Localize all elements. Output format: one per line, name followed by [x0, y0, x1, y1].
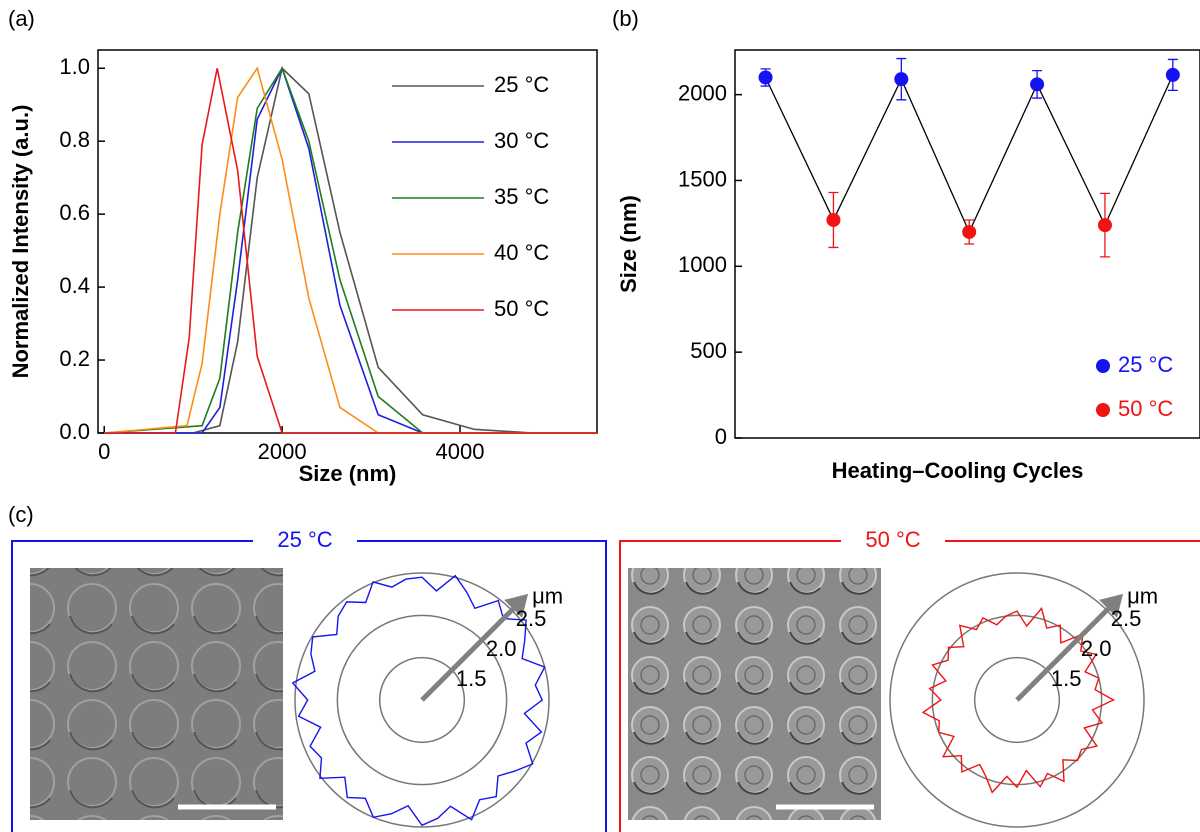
y-tick-label: 2000 [678, 80, 727, 105]
micrograph [628, 568, 881, 820]
panel-label: (b) [612, 6, 639, 31]
y-tick-label: 0.8 [59, 127, 90, 152]
ring-label: 1.5 [1051, 666, 1082, 691]
y-tick-label: 500 [690, 338, 727, 363]
legend-label: 35 °C [494, 184, 549, 209]
ring-label: 2.5 [516, 606, 547, 631]
connector [764, 77, 835, 221]
y-tick-label: 0.2 [59, 346, 90, 371]
radial-profile [291, 574, 546, 827]
y-tick-label: 0.4 [59, 273, 90, 298]
line-series [104, 68, 597, 434]
connector [900, 78, 970, 233]
point [1097, 218, 1112, 233]
y-tick-label: 1.0 [59, 54, 90, 79]
x-tick-label: 0 [98, 439, 110, 464]
legend-label: 50 °C [494, 296, 549, 321]
y-axis-title: Size (nm) [616, 195, 641, 293]
radial-profile [921, 606, 1116, 794]
y-tick-label: 0.0 [59, 419, 90, 444]
y-tick-label: 0 [715, 424, 727, 449]
radial-ring [931, 614, 1103, 786]
radial-ring [378, 656, 466, 744]
point [826, 212, 841, 227]
panel-title: 25 °C [277, 527, 332, 552]
line-series [104, 66, 597, 434]
unit-label: μm [1127, 584, 1158, 609]
x-tick-label: 4000 [436, 439, 485, 464]
panel-title: 50 °C [865, 527, 920, 552]
y-tick-label: 1500 [678, 166, 727, 191]
point [962, 224, 977, 239]
legend-label: 50 °C [1118, 396, 1173, 421]
point [758, 70, 773, 85]
point [894, 72, 909, 87]
legend-label: 25 °C [494, 72, 549, 97]
arrow-head [504, 593, 529, 618]
arrow-shaft [420, 602, 520, 702]
radial-ring [294, 572, 550, 828]
connector [1104, 74, 1174, 226]
connector [968, 84, 1038, 233]
y-tick-label: 0.6 [59, 200, 90, 225]
y-axis-title: Normalized Intensity (a.u.) [8, 105, 33, 379]
legend-label: 25 °C [1118, 352, 1173, 377]
ring-label: 1.5 [456, 666, 487, 691]
micrograph [30, 568, 283, 820]
ring-label: 2.0 [1081, 636, 1112, 661]
title-backdrop [253, 527, 357, 555]
plot-frame [734, 49, 1200, 439]
point [1165, 67, 1180, 82]
point [1030, 77, 1045, 92]
ring-label: 2.5 [1111, 606, 1142, 631]
legend-marker [1096, 403, 1110, 417]
panel-label: (a) [8, 6, 35, 31]
panel-label: (c) [8, 502, 34, 527]
legend-label: 40 °C [494, 240, 549, 265]
connector [832, 78, 902, 221]
radial-ring [336, 614, 508, 786]
legend-marker [1096, 359, 1110, 373]
ring-label: 2.0 [486, 636, 517, 661]
connector [1036, 84, 1106, 226]
x-axis-title: Heating–Cooling Cycles [832, 458, 1084, 483]
arrow-head [1099, 593, 1124, 618]
y-tick-label: 1000 [678, 252, 727, 277]
title-backdrop [841, 527, 945, 555]
legend-label: 30 °C [494, 128, 549, 153]
line-series [104, 66, 597, 434]
radial-ring [889, 572, 1145, 828]
arrow-shaft [1015, 602, 1115, 702]
x-axis-title: Size (nm) [299, 461, 397, 486]
unit-label: μm [532, 584, 563, 609]
x-tick-label: 2000 [258, 439, 307, 464]
radial-ring [973, 656, 1061, 744]
line-series [104, 66, 597, 434]
